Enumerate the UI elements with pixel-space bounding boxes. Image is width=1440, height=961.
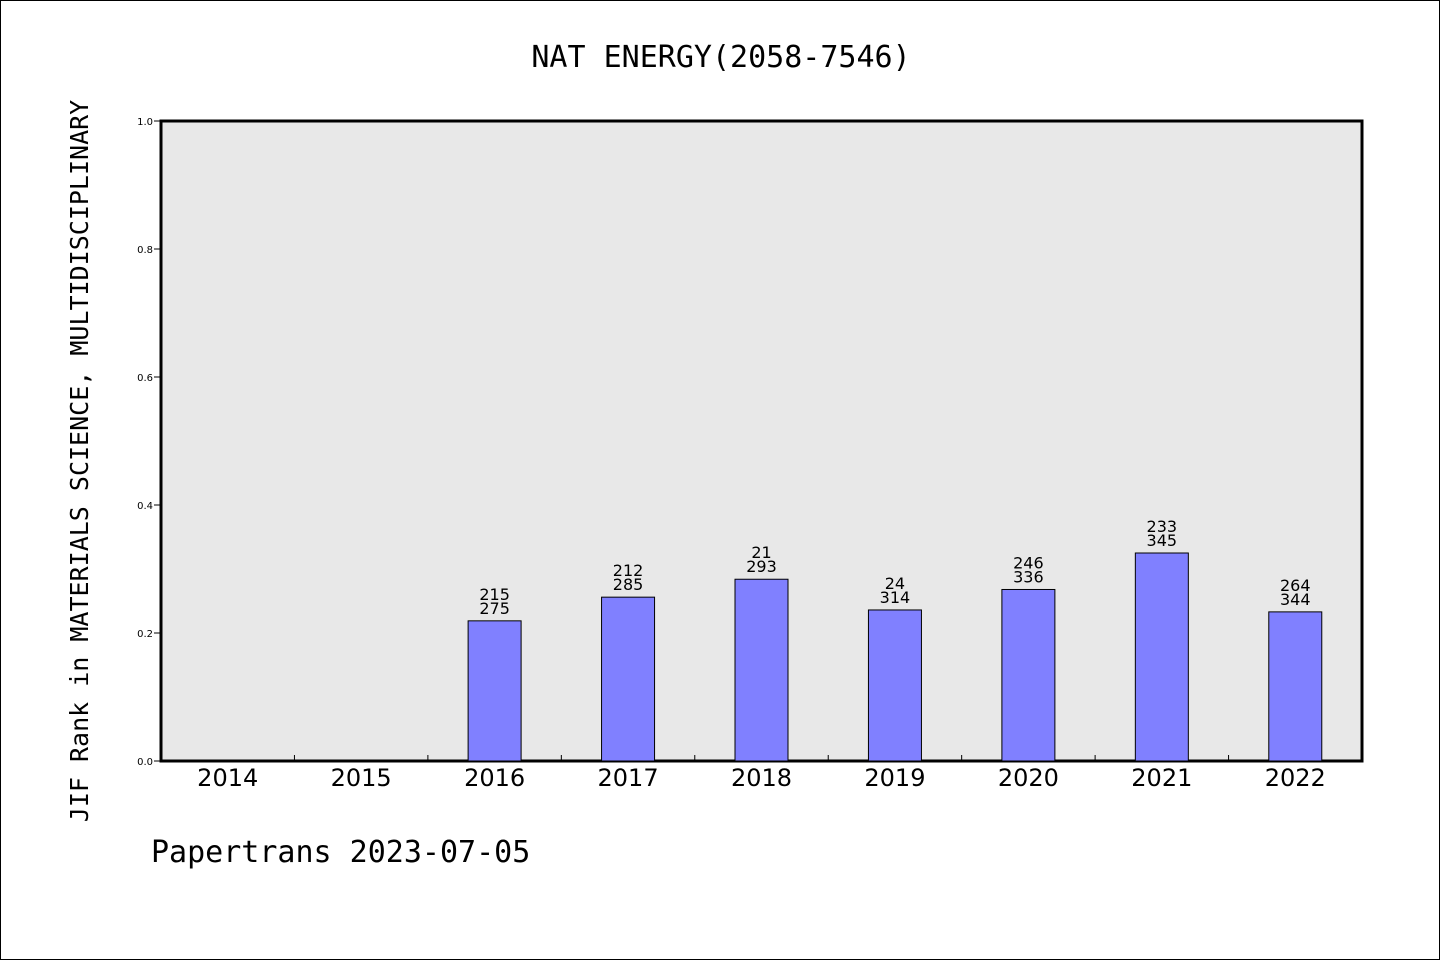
y-tick-label: 0.0 bbox=[137, 757, 153, 768]
data-label-rank: 233 bbox=[1147, 517, 1178, 536]
chart-title: NAT ENERGY(2058-7546) bbox=[531, 40, 910, 75]
x-tick-label: 2018 bbox=[731, 764, 792, 792]
y-tick-label: 0.8 bbox=[137, 245, 153, 256]
data-label-total: 314 bbox=[880, 588, 911, 607]
data-label-rank: 21 bbox=[751, 543, 771, 562]
x-tick-label: 2017 bbox=[598, 764, 659, 792]
x-tick-label: 2016 bbox=[464, 764, 525, 792]
data-label-total: 293 bbox=[746, 557, 777, 576]
data-label-rank: 264 bbox=[1280, 576, 1311, 595]
bar-2019 bbox=[867, 609, 922, 762]
bar-2017 bbox=[601, 596, 656, 762]
bar-2018 bbox=[734, 578, 789, 762]
data-label-rank: 24 bbox=[885, 574, 905, 593]
x-tick-label: 2019 bbox=[864, 764, 925, 792]
x-tick-label: 2021 bbox=[1131, 764, 1192, 792]
bar-2020 bbox=[1001, 588, 1056, 762]
y-axis-label: JIF Rank in MATERIALS SCIENCE, MULTIDISC… bbox=[65, 100, 94, 822]
x-tick-label: 2015 bbox=[331, 764, 392, 792]
x-tick-label: 2022 bbox=[1265, 764, 1326, 792]
bar-2021 bbox=[1134, 552, 1189, 762]
bar-2022 bbox=[1268, 611, 1323, 762]
data-label-total: 345 bbox=[1147, 531, 1178, 550]
data-label-total: 285 bbox=[613, 575, 644, 594]
data-label-total: 275 bbox=[479, 599, 510, 618]
x-axis: 2014 2015 2016 2017 2018 2019 2020 2021 2022 bbox=[197, 755, 1326, 792]
data-label-total: 336 bbox=[1013, 567, 1044, 586]
footer-credit: Papertrans 2023-07-05 bbox=[151, 835, 531, 870]
bar-2016 bbox=[467, 620, 522, 762]
data-label-total: 344 bbox=[1280, 590, 1311, 609]
y-tick-label: 0.6 bbox=[137, 373, 153, 384]
y-tick-label: 0.2 bbox=[137, 629, 153, 640]
data-label-rank: 215 bbox=[479, 585, 510, 604]
y-tick-label: 0.4 bbox=[137, 501, 153, 512]
data-label-rank: 212 bbox=[613, 561, 644, 580]
x-tick-label: 2020 bbox=[998, 764, 1059, 792]
y-tick-label: 1.0 bbox=[137, 117, 153, 128]
y-axis: 0.0 0.2 0.4 0.6 0.8 1.0 bbox=[137, 117, 161, 768]
x-tick-label: 2014 bbox=[197, 764, 258, 792]
data-label-rank: 246 bbox=[1013, 553, 1044, 572]
